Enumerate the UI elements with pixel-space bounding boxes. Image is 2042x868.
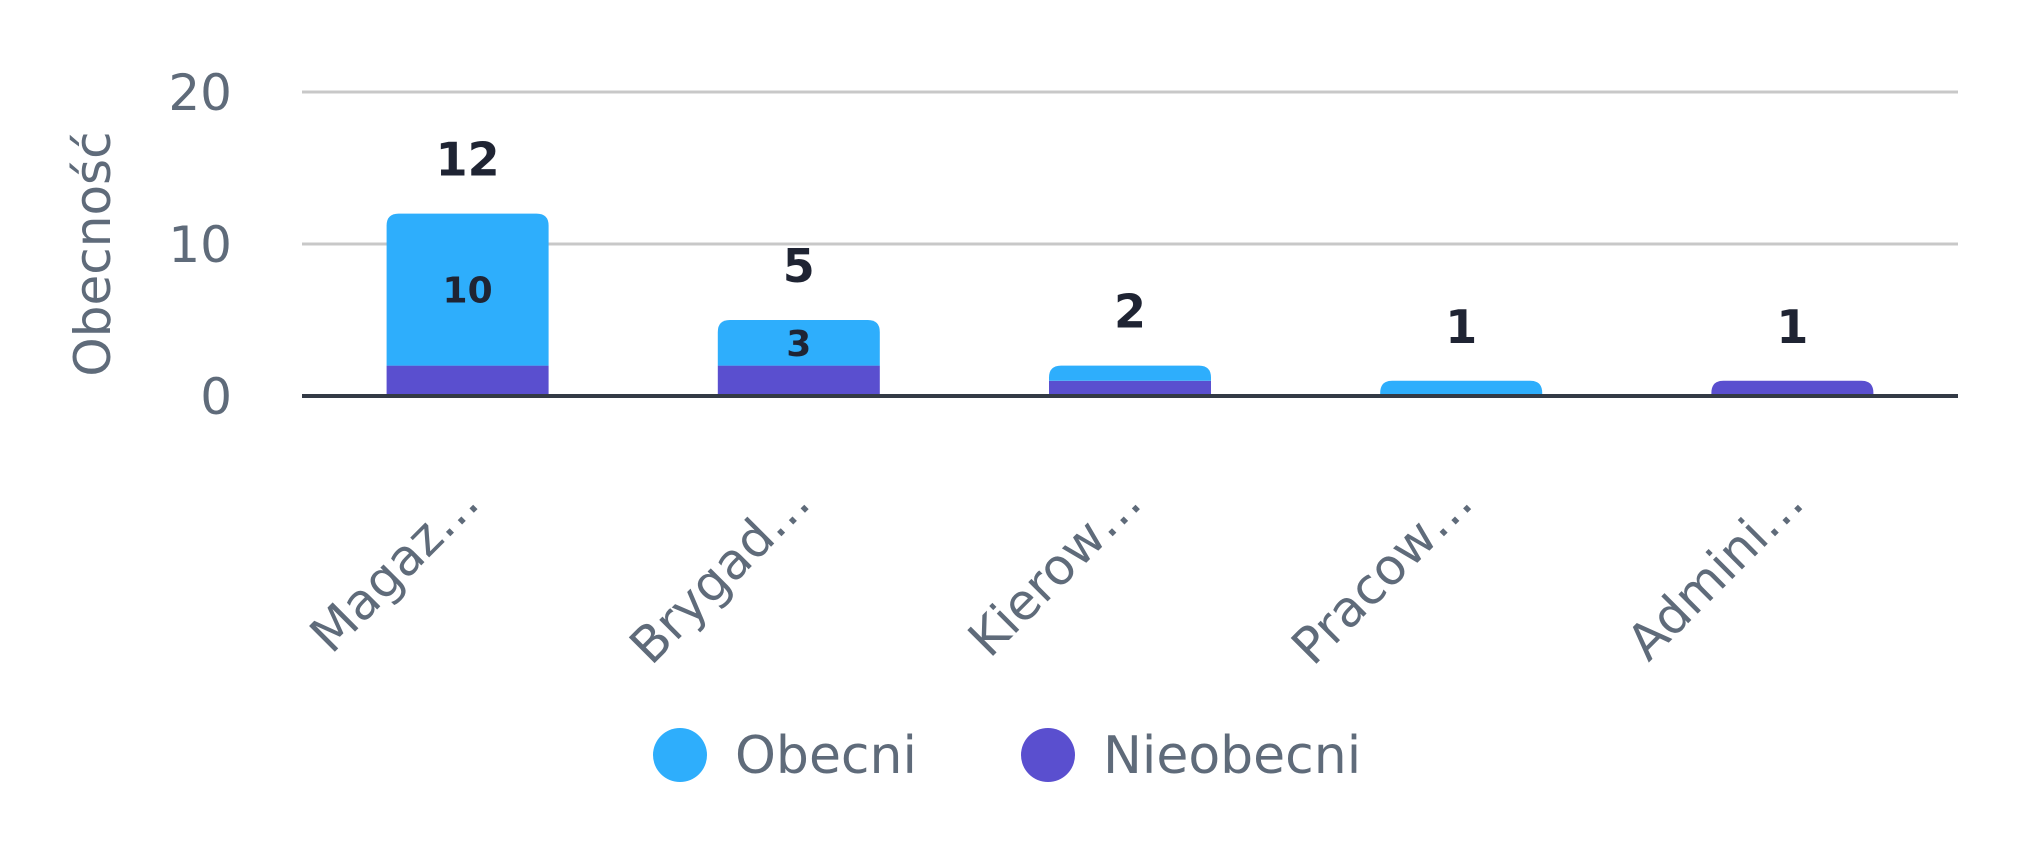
total-labels: 12 5 2 1 1: [436, 133, 1809, 354]
total-label: 12: [436, 133, 500, 187]
bar-obecni-2[interactable]: [1049, 365, 1211, 381]
bar-obecni-1[interactable]: [717, 320, 880, 366]
y-tick-labels: 0 10 20: [168, 64, 232, 426]
category-label: Magaz…: [299, 472, 490, 663]
legend-label: Obecni: [735, 726, 917, 786]
legend[interactable]: Obecni Nieobecni: [653, 726, 1361, 786]
category-label: Pracow…: [1280, 472, 1483, 675]
y-tick-label: 0: [200, 368, 232, 426]
bar-nieobecni-0[interactable]: [386, 365, 549, 396]
total-label: 1: [1776, 300, 1808, 354]
y-tick-label: 10: [168, 216, 232, 274]
bar-nieobecni-4[interactable]: [1711, 380, 1874, 396]
inner-value-label: 3: [786, 324, 811, 365]
bars: [386, 213, 1874, 396]
category-label: Kierow…: [957, 472, 1152, 667]
y-tick-label: 20: [168, 64, 232, 122]
legend-swatch: [1021, 728, 1075, 782]
bar-nieobecni-2[interactable]: [1049, 380, 1211, 396]
bar-nieobecni-1[interactable]: [717, 365, 880, 396]
total-label: 5: [783, 239, 815, 293]
inner-value-label: 10: [443, 271, 493, 312]
gridlines: [302, 90, 1958, 246]
legend-swatch: [653, 728, 707, 782]
total-label: 2: [1114, 285, 1146, 339]
legend-item-obecni[interactable]: Obecni: [653, 726, 917, 786]
bar-obecni-3[interactable]: [1380, 380, 1543, 396]
category-labels: Magaz… Brygad… Kierow… Pracow… Admini…: [299, 472, 1815, 675]
inner-labels: 10 3: [443, 271, 812, 365]
total-label: 1: [1445, 300, 1477, 354]
category-label: Admini…: [1616, 472, 1815, 671]
bar-obecni-0[interactable]: [386, 213, 549, 366]
legend-label: Nieobecni: [1103, 726, 1361, 786]
y-axis-title: Obecność: [64, 131, 122, 376]
legend-item-nieobecni[interactable]: Nieobecni: [1021, 726, 1361, 786]
category-label: Brygad…: [619, 472, 822, 675]
